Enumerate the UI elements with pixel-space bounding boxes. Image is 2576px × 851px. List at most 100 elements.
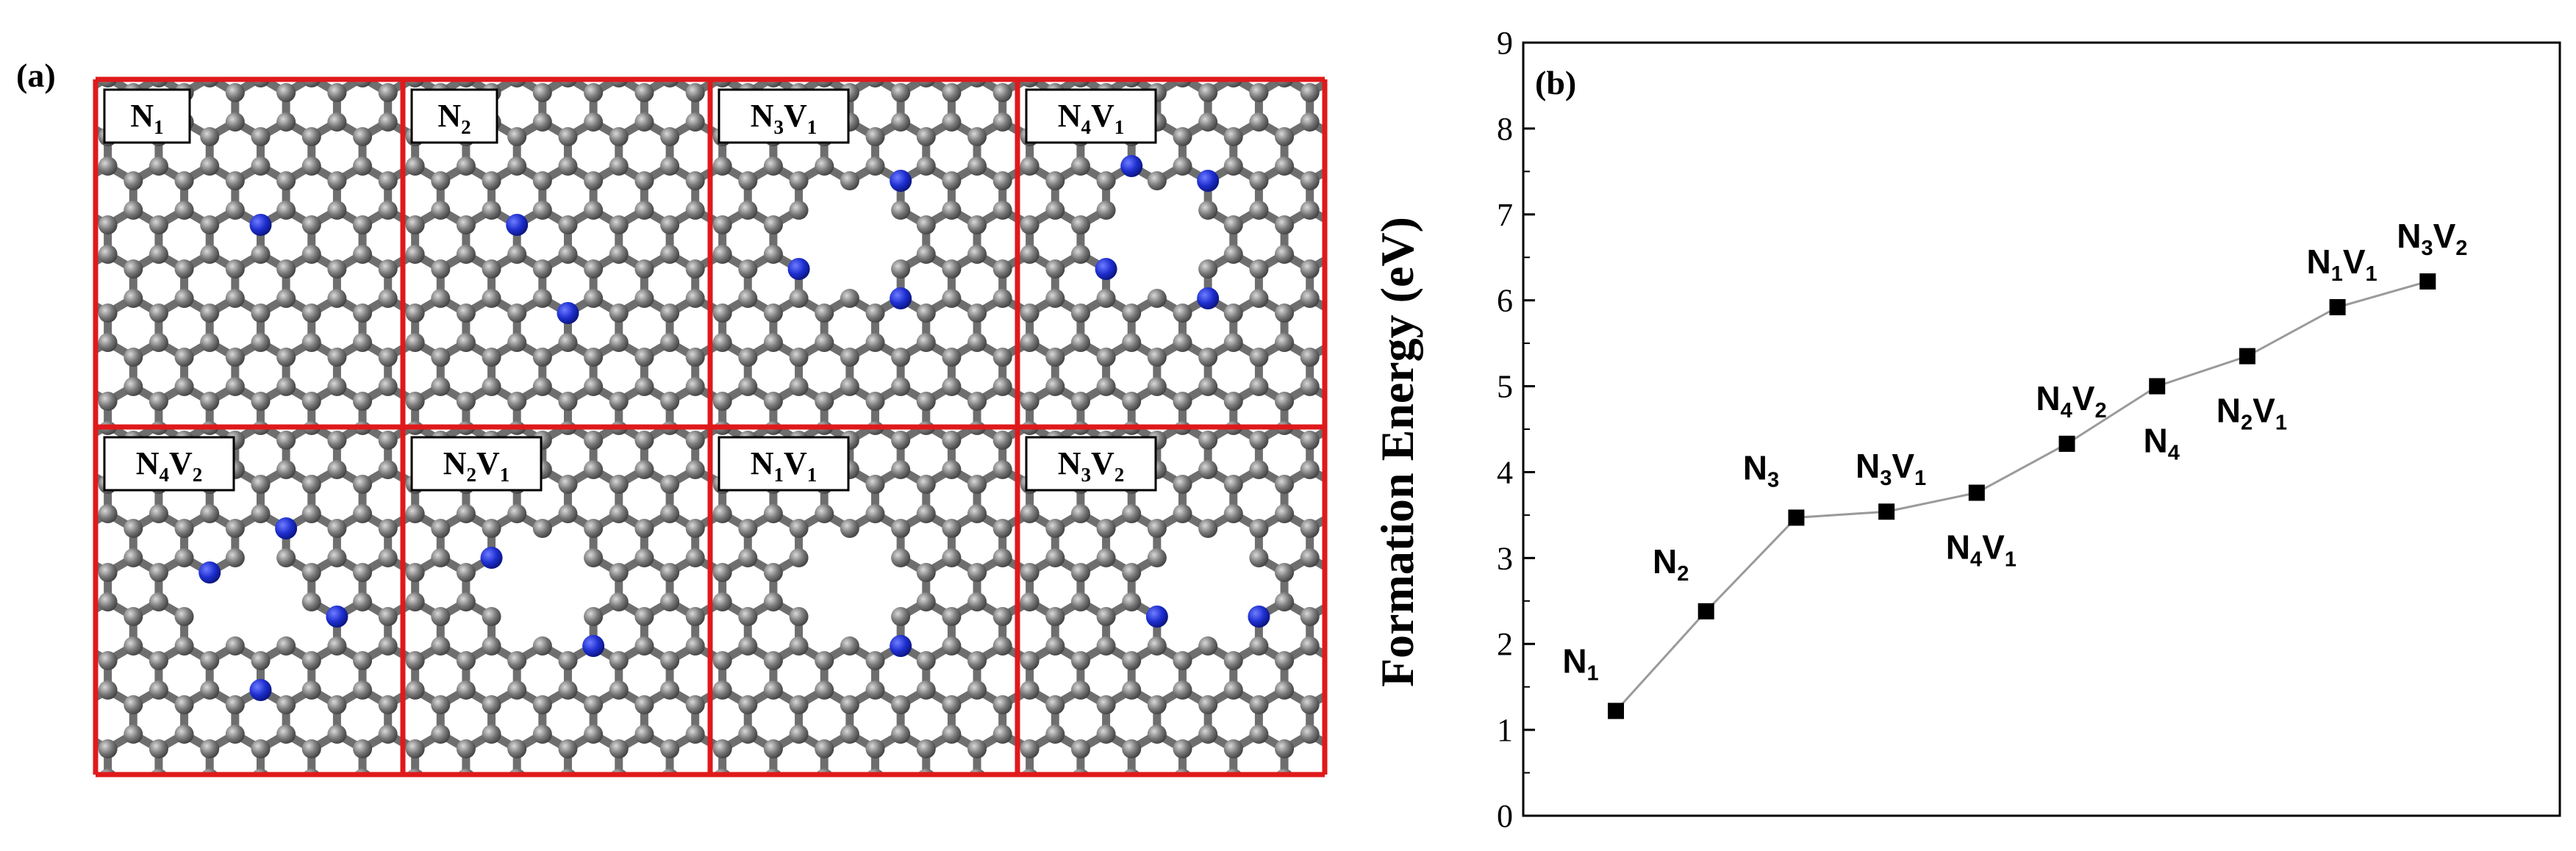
carbon-atom (73, 377, 92, 396)
carbon-atom (73, 636, 92, 656)
carbon-atom (200, 127, 220, 146)
carbon-atom (378, 607, 398, 626)
carbon-atom (1020, 245, 1040, 264)
carbon-atom (456, 563, 476, 582)
label-subscript: 1 (807, 464, 817, 486)
carbon-atom (685, 377, 705, 396)
carbon-atom (1096, 519, 1116, 538)
carbon-atom (1122, 739, 1142, 758)
carbon-atom (1020, 504, 1040, 523)
label-symbol: N (1058, 445, 1081, 481)
carbon-atom (225, 201, 245, 220)
nitrogen-atom (1197, 287, 1220, 309)
carbon-atom (301, 475, 321, 494)
carbon-atom (609, 739, 629, 758)
label-subscript: 2 (1677, 562, 1689, 586)
carbon-atom (327, 83, 347, 102)
carbon-atom (634, 519, 654, 538)
carbon-atom (175, 783, 194, 802)
carbon-atom (1045, 636, 1065, 656)
carbon-atom (482, 289, 501, 308)
carbon-atom (482, 377, 501, 396)
structure-tile: N2 (403, 79, 710, 427)
structure-label: N4V1 (1058, 98, 1125, 138)
carbon-atom (1045, 695, 1065, 714)
carbon-atom (353, 681, 373, 700)
carbon-atom (1198, 377, 1218, 396)
carbon-atom (685, 112, 705, 132)
carbon-atom (149, 215, 168, 234)
carbon-atom (609, 592, 629, 611)
carbon-atom (660, 651, 680, 670)
carbon-atom (251, 157, 271, 176)
carbon-atom (712, 157, 732, 176)
carbon-atom (1275, 681, 1295, 700)
label-symbol: V (2072, 379, 2095, 417)
carbon-atom (1173, 651, 1192, 670)
carbon-atom (840, 519, 859, 538)
carbon-atom (967, 651, 987, 670)
atoms (1020, 79, 1320, 427)
carbon-atom (815, 739, 834, 758)
carbon-atom (1122, 651, 1142, 670)
carbon-atom (1275, 304, 1295, 323)
data-label: N4 (2144, 422, 2180, 465)
carbon-atom (1276, 769, 1294, 775)
carbon-atom (1173, 127, 1192, 146)
carbon-atom (532, 112, 552, 132)
nitrogen-atom (787, 258, 810, 280)
y-tick-label: 2 (1497, 626, 1513, 662)
label-subscript: 3 (1081, 464, 1092, 486)
carbon-atom (301, 681, 321, 700)
carbon-atom (431, 171, 451, 190)
data-point (1968, 484, 1985, 501)
carbon-atom (276, 171, 296, 190)
carbon-atom (276, 83, 296, 102)
carbon-atom (405, 304, 425, 323)
y-tick-label: 5 (1497, 369, 1513, 405)
carbon-atom (992, 112, 1012, 132)
carbon-atom (507, 127, 527, 146)
carbon-atom (1223, 215, 1243, 234)
carbon-atom (685, 460, 705, 479)
carbon-atom (507, 504, 527, 523)
carbon-atom (456, 333, 476, 352)
carbon-atom (225, 112, 245, 132)
carbon-atom (967, 127, 987, 146)
carbon-atom (532, 519, 552, 538)
label-subscript: 2 (2241, 412, 2253, 435)
carbon-atom (1096, 607, 1116, 626)
carbon-atom (660, 504, 680, 523)
carbon-atom (378, 519, 398, 538)
carbon-atom (1198, 460, 1218, 479)
carbon-atom (1045, 377, 1065, 396)
carbon-atom (327, 171, 347, 190)
carbon-atom (1096, 695, 1116, 714)
carbon-atom (124, 519, 143, 538)
carbon-atom (738, 289, 758, 308)
carbon-atom (1147, 289, 1167, 308)
label-symbol: N (2217, 392, 2241, 430)
carbon-atom (891, 783, 910, 802)
carbon-atom (124, 289, 143, 308)
carbon-atom (738, 548, 758, 567)
carbon-atom (378, 83, 398, 102)
nitrogen-atom (506, 214, 529, 236)
carbon-atom (968, 769, 987, 775)
carbon-atom (353, 475, 373, 494)
carbon-atom (763, 215, 783, 234)
data-label: N3 (1743, 448, 1779, 492)
carbon-atom (98, 563, 118, 582)
carbon-atom (992, 201, 1012, 220)
carbon-atom (942, 519, 962, 538)
carbon-atom (301, 304, 321, 323)
carbon-atom (738, 377, 758, 396)
carbon-atom (1224, 769, 1242, 775)
data-label: N4V2 (2036, 379, 2106, 423)
label-subscript: 3 (774, 116, 784, 138)
carbon-atom (1275, 651, 1295, 670)
carbon-atom (584, 83, 604, 102)
carbon-atom (1275, 739, 1295, 758)
label-symbol: N (2144, 422, 2168, 460)
